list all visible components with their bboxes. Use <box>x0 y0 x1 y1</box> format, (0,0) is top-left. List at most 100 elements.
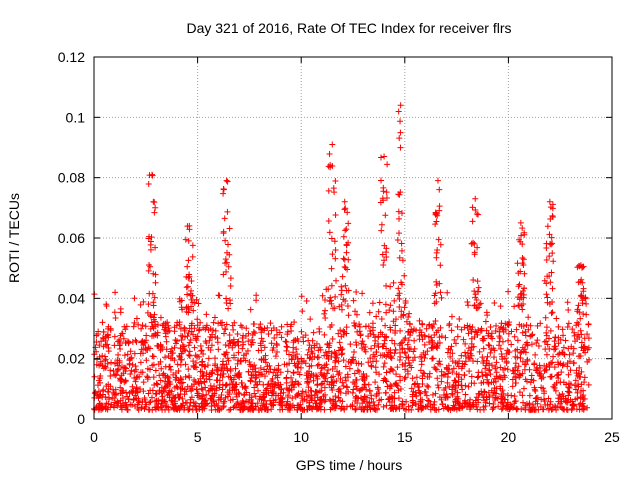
data-point <box>225 373 232 380</box>
data-point <box>137 301 144 308</box>
data-point <box>117 345 124 352</box>
data-point <box>381 153 388 160</box>
data-point <box>540 406 547 413</box>
data-point <box>383 249 390 256</box>
data-point <box>504 347 511 354</box>
data-point <box>226 225 233 232</box>
data-point <box>491 347 498 354</box>
data-point <box>329 335 336 342</box>
data-point <box>162 354 169 361</box>
data-point <box>519 370 526 377</box>
data-point <box>553 315 560 322</box>
data-point <box>550 353 557 360</box>
data-point <box>571 332 578 339</box>
data-point <box>535 342 542 349</box>
data-point <box>94 356 101 363</box>
data-point <box>272 372 279 379</box>
data-point <box>520 385 527 392</box>
data-point <box>179 306 186 313</box>
data-point <box>475 369 482 376</box>
data-point <box>223 268 230 275</box>
data-point <box>192 333 199 340</box>
data-point <box>105 325 112 332</box>
data-point <box>470 239 477 246</box>
data-point <box>576 309 583 316</box>
data-point <box>227 283 234 290</box>
data-point <box>186 374 193 381</box>
data-point <box>555 395 562 402</box>
data-point <box>270 369 277 376</box>
data-point <box>282 338 289 345</box>
data-point <box>321 398 328 405</box>
data-point <box>521 231 528 238</box>
data-point <box>182 373 189 380</box>
data-point <box>213 385 220 392</box>
data-point <box>356 321 363 328</box>
data-point <box>122 364 129 371</box>
data-point <box>431 332 438 339</box>
data-point <box>514 405 521 412</box>
data-point <box>311 344 318 351</box>
data-point <box>262 359 269 366</box>
data-point <box>567 367 574 374</box>
data-point <box>131 295 138 302</box>
data-point <box>284 321 291 328</box>
data-point <box>468 240 475 247</box>
data-point <box>549 299 556 306</box>
data-point <box>119 390 126 397</box>
data-point <box>437 289 444 296</box>
data-point <box>352 308 359 315</box>
data-point <box>186 352 193 359</box>
data-point <box>432 390 439 397</box>
data-point <box>277 390 284 397</box>
data-point <box>260 356 267 363</box>
data-point <box>509 383 516 390</box>
data-point <box>341 263 348 270</box>
data-point <box>135 321 142 328</box>
data-point <box>440 371 447 378</box>
data-point <box>440 391 447 398</box>
data-point <box>345 312 352 319</box>
data-point <box>438 396 445 403</box>
data-point <box>416 389 423 396</box>
data-point <box>337 375 344 382</box>
y-tick-label: 0.02 <box>58 351 85 367</box>
data-point <box>429 341 436 348</box>
data-point <box>323 286 330 293</box>
data-point <box>143 357 150 364</box>
data-point <box>478 380 485 387</box>
data-point <box>328 235 335 242</box>
data-point <box>471 380 478 387</box>
data-point <box>409 397 416 404</box>
data-point <box>220 228 227 235</box>
data-point <box>542 366 549 373</box>
data-point <box>371 342 378 349</box>
data-point <box>559 390 566 397</box>
data-point <box>541 398 548 405</box>
data-point <box>335 371 342 378</box>
data-point <box>493 322 500 329</box>
data-point <box>107 327 114 334</box>
data-point <box>548 234 555 241</box>
data-point <box>436 334 443 341</box>
data-point <box>474 278 481 285</box>
data-point <box>179 395 186 402</box>
data-point <box>270 344 277 351</box>
data-point <box>336 385 343 392</box>
data-point <box>328 350 335 357</box>
data-point <box>197 368 204 375</box>
data-point <box>206 376 213 383</box>
data-point <box>574 389 581 396</box>
data-point <box>151 311 158 318</box>
data-point <box>183 284 190 291</box>
data-point <box>229 344 236 351</box>
data-point <box>226 251 233 258</box>
data-point <box>356 368 363 375</box>
data-point <box>368 345 375 352</box>
data-point <box>434 177 441 184</box>
data-point <box>543 280 550 287</box>
data-point <box>178 356 185 363</box>
data-point <box>546 198 553 205</box>
data-point <box>332 393 339 400</box>
data-point <box>326 298 333 305</box>
